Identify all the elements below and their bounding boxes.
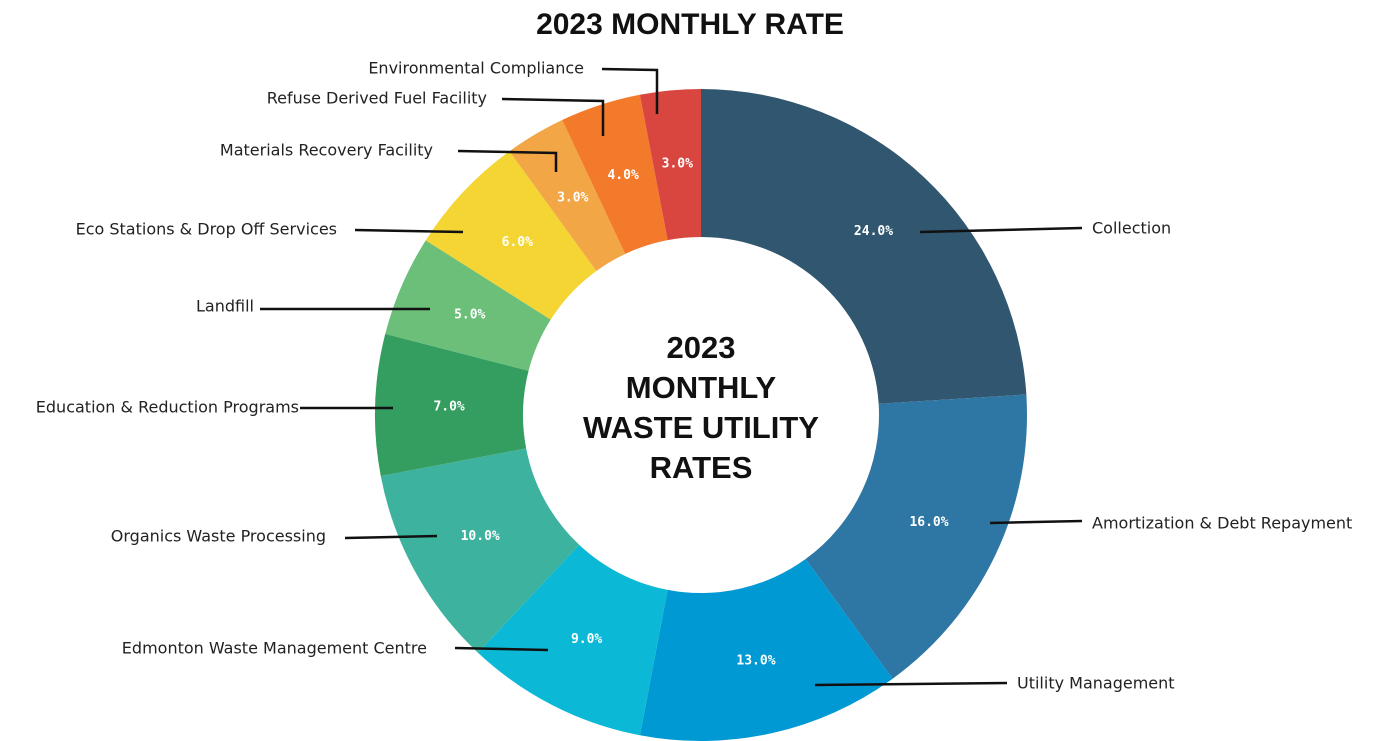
leader-line (919, 226, 1083, 234)
donut-segment (385, 240, 551, 371)
leader-line (814, 681, 1008, 687)
donut-segment (509, 120, 626, 271)
category-label: Collection (1092, 219, 1171, 238)
donut-segment (425, 151, 597, 320)
category-label: Amortization & Debt Repayment (1092, 514, 1352, 533)
donut-segment (701, 89, 1027, 404)
category-label: Organics Waste Processing (111, 527, 326, 546)
donut-segment (477, 544, 668, 736)
donut-segment (380, 448, 580, 653)
value-label: 5.0% (454, 307, 485, 322)
category-label: Education & Reduction Programs (36, 398, 299, 417)
leader-line (989, 519, 1083, 525)
value-label: 7.0% (433, 400, 464, 415)
value-label: 9.0% (571, 632, 602, 647)
donut-segment (375, 333, 529, 477)
center-text: RATES (650, 450, 753, 485)
donut-segment (639, 89, 701, 241)
value-label: 10.0% (461, 529, 500, 544)
value-label: 4.0% (607, 168, 638, 183)
value-label: 24.0% (854, 224, 893, 239)
donut-segment (562, 94, 668, 254)
donut-segment (639, 559, 893, 741)
value-label: 13.0% (736, 653, 775, 668)
center-text: WASTE UTILITY (583, 410, 819, 445)
category-label: Environmental Compliance (368, 59, 584, 78)
category-label: Eco Stations & Drop Off Services (76, 220, 337, 239)
leader-line (454, 646, 549, 652)
center-text: MONTHLY (626, 370, 777, 405)
chart-title: 2023 MONTHLY RATE (536, 8, 844, 41)
category-label: Materials Recovery Facility (220, 141, 433, 160)
value-label: 3.0% (557, 191, 588, 206)
category-label: Landfill (196, 297, 254, 316)
leader-line (501, 97, 605, 136)
leader-line (354, 228, 464, 234)
leader-line (601, 67, 659, 114)
category-label: Refuse Derived Fuel Facility (267, 89, 487, 108)
category-label: Utility Management (1017, 674, 1175, 693)
value-label: 16.0% (909, 515, 948, 530)
value-label: 3.0% (662, 157, 693, 172)
value-label: 6.0% (502, 235, 533, 250)
leader-line (344, 534, 438, 540)
donut-segment (805, 394, 1027, 679)
center-text: 2023 (667, 330, 736, 365)
leader-line (457, 149, 558, 172)
category-label: Edmonton Waste Management Centre (122, 639, 427, 658)
